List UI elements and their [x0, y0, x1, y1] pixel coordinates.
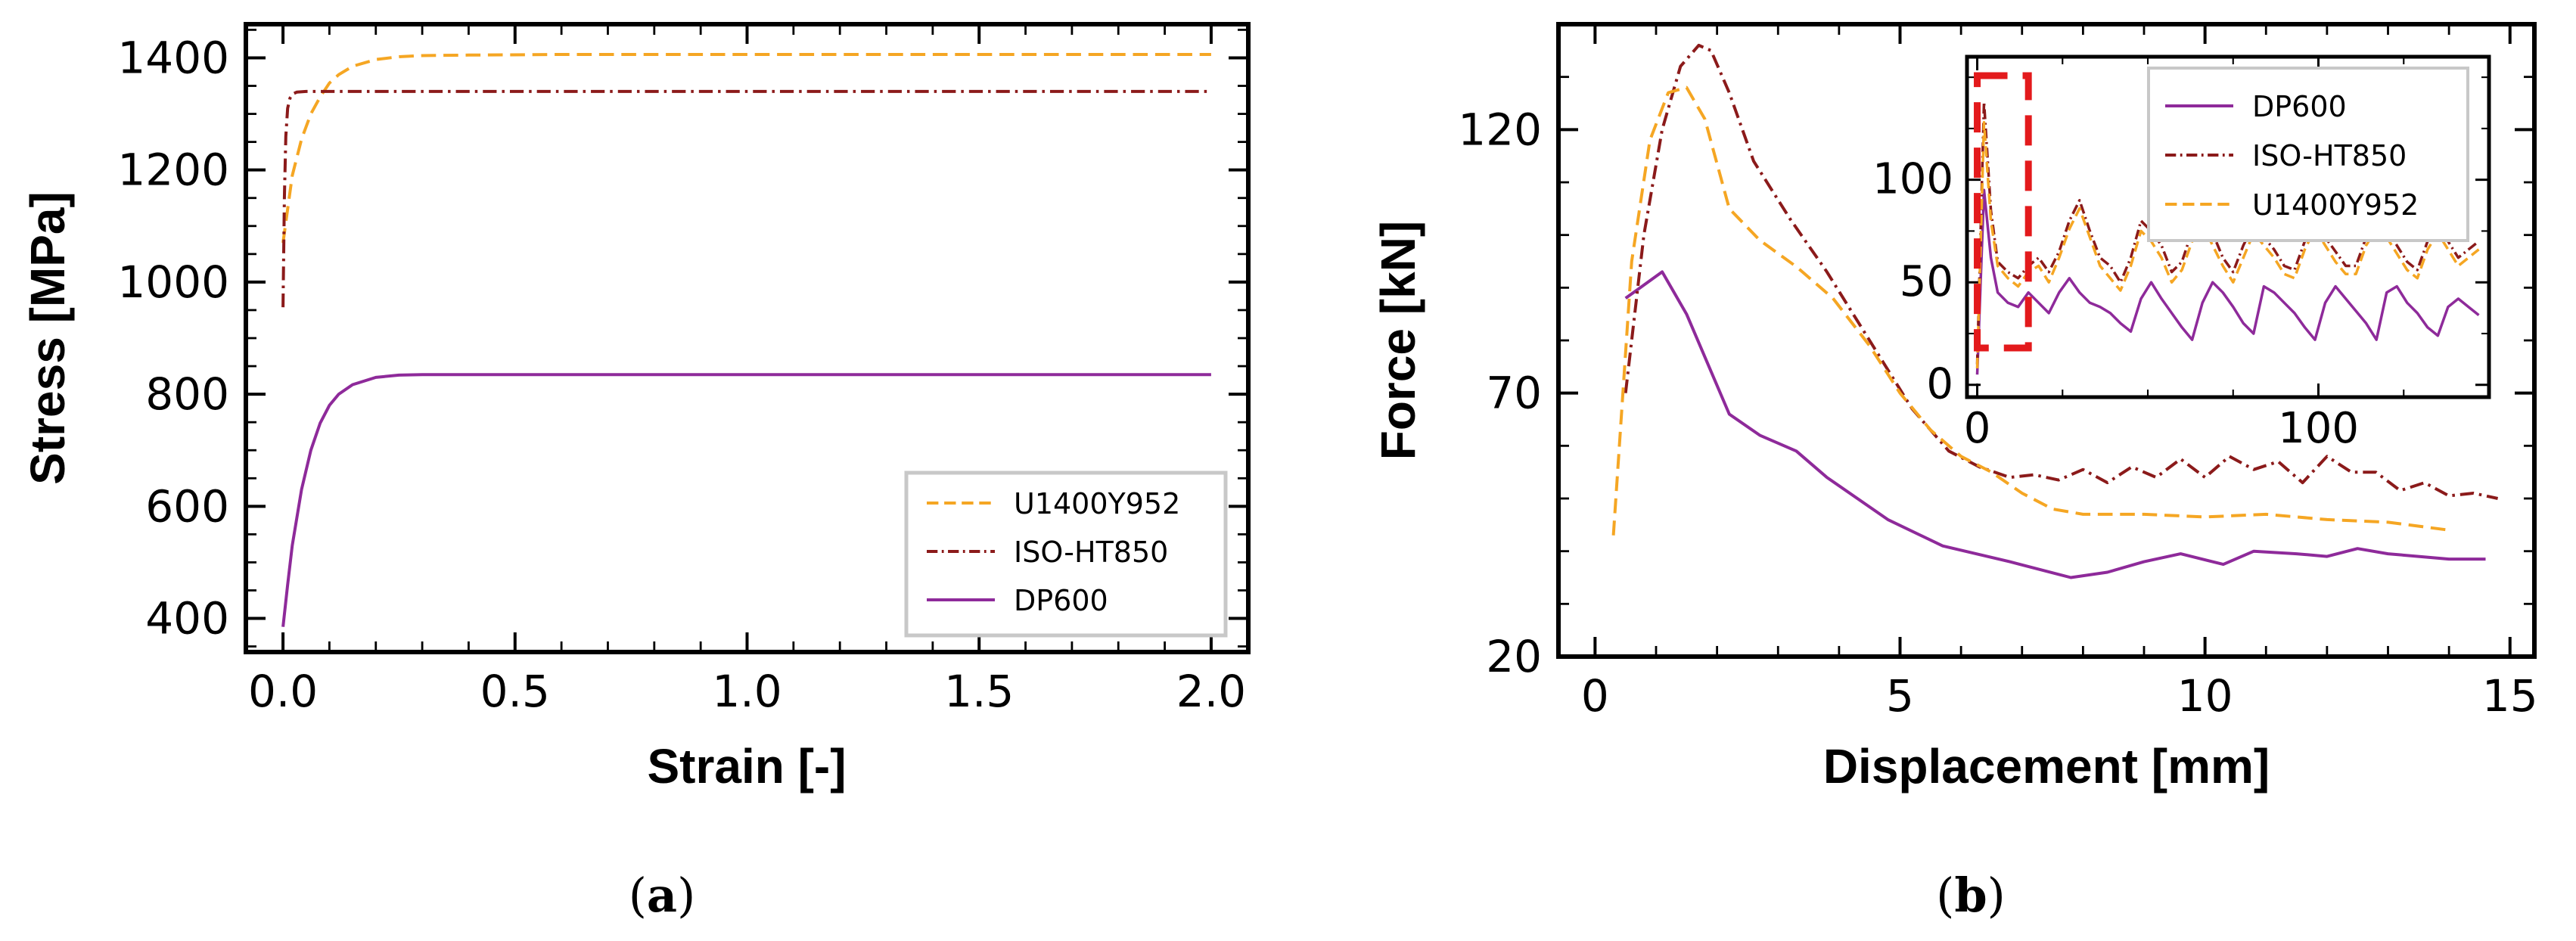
panel-b: 0 5 10 15 20 70 120 Displacement [mm] Force [… [1371, 22, 2538, 793]
panel-a-y-tick-label: 400 [145, 593, 229, 644]
panel-b-series-u1400y952 [1611, 85, 2450, 536]
panel-b-inset: 0 100 0 50 100 DP600 ISO-HT850 U1400Y952 [1872, 54, 2491, 453]
panel-a-series-iso-ht850 [281, 89, 1211, 308]
panel-a-x-tick-label: 0.5 [480, 666, 550, 717]
panel-b-y-tick-labels: 20 70 120 [1458, 104, 1542, 682]
panel-a-x-tick-labels: 0.0 0.5 1.0 1.5 2.0 [248, 666, 1246, 717]
panel-a-legend: U1400Y952 ISO-HT850 DP600 [904, 471, 1228, 638]
panel-b-inset-x-tick-label: 100 [2278, 404, 2359, 453]
panel-b-inset-y-tick-label: 0 [1926, 360, 1953, 409]
panel-a-series [281, 53, 1211, 627]
panel-a-x-tick-label: 1.0 [712, 666, 782, 717]
panel-b-inset-series-dp600 [1975, 188, 2480, 375]
panel-a-series-u1400y952 [281, 53, 1211, 244]
panel-a-y-tick-label: 600 [145, 480, 229, 532]
panel-a-legend-box [904, 471, 1228, 638]
panel-b-inset-y-tick-labels: 0 50 100 [1872, 155, 1953, 409]
panel-b-y-tick-label: 20 [1486, 631, 1542, 682]
panel-b-inset-y-tick-label: 50 [1900, 257, 1953, 306]
panel-a-y-tick-label: 1200 [117, 144, 229, 196]
panel-a-y-tick-label: 800 [145, 368, 229, 420]
panel-a-y-tick-label: 1000 [117, 256, 229, 308]
panel-b-inset-legend-box [2147, 67, 2469, 242]
panel-a-legend-label-iso-ht850: ISO-HT850 [1014, 536, 1168, 569]
panel-a-y-tick-labels: 400 600 800 1000 1200 1400 [117, 32, 229, 644]
panel-a-y-axis-label: Stress [MPa] [20, 191, 75, 485]
panel-b-inset-x-tick-labels: 0 100 [1964, 404, 2359, 453]
panel-a-x-tick-label: 2.0 [1176, 666, 1246, 717]
panel-b-inset-y-tick-label: 100 [1872, 155, 1953, 204]
panel-b-x-tick-label: 5 [1886, 670, 1914, 722]
panel-a-series-dp600 [281, 373, 1211, 627]
panel-a-legend-label-dp600: DP600 [1014, 584, 1108, 617]
panel-b-y-tick-label: 70 [1486, 368, 1542, 419]
panel-b-inset-legend-label-dp600: DP600 [2252, 90, 2347, 123]
panel-b-x-tick-label: 0 [1581, 670, 1609, 722]
caption-b: (b) [1936, 868, 2006, 923]
panel-b-series-iso-ht850 [1624, 43, 2499, 500]
panel-b-series-dp600 [1624, 270, 2486, 579]
panel-b-inset-legend-label-iso-ht850: ISO-HT850 [2252, 139, 2407, 172]
panel-b-inset-zoom-box [1974, 72, 2032, 352]
panel-b-inset-series-u1400y952 [1975, 120, 2480, 369]
panel-b-inset-frame [1965, 54, 2491, 399]
panel-a-x-tick-label: 1.5 [944, 666, 1014, 717]
panel-b-x-tick-label: 10 [2177, 670, 2233, 722]
caption-a: (a) [629, 868, 696, 923]
panel-a-ticks [246, 24, 1248, 652]
panel-a-x-tick-label: 0.0 [248, 666, 318, 717]
panel-b-inset-legend: DP600 ISO-HT850 U1400Y952 [2147, 67, 2469, 242]
panel-b-series [1611, 43, 2499, 579]
panel-b-inset-legend-label-u1400y952: U1400Y952 [2252, 188, 2419, 222]
panel-a-x-axis-label: Strain [-] [647, 739, 846, 793]
panel-b-x-tick-label: 15 [2482, 670, 2538, 722]
panel-b-x-tick-labels: 0 5 10 15 [1581, 670, 2538, 722]
panel-b-inset-x-tick-label: 0 [1964, 404, 1991, 453]
panel-b-y-axis-label: Force [kN] [1371, 221, 1425, 461]
panel-a-y-tick-label: 1400 [117, 32, 229, 83]
panel-a: 0.0 0.5 1.0 1.5 2.0 400 600 800 1000 1200 1400 St… [20, 22, 1251, 793]
panel-b-x-axis-label: Displacement [mm] [1823, 739, 2270, 793]
panel-a-legend-label-u1400y952: U1400Y952 [1014, 487, 1180, 520]
panel-b-y-tick-label: 120 [1458, 104, 1542, 155]
panel-b-ticks [1558, 23, 2534, 658]
